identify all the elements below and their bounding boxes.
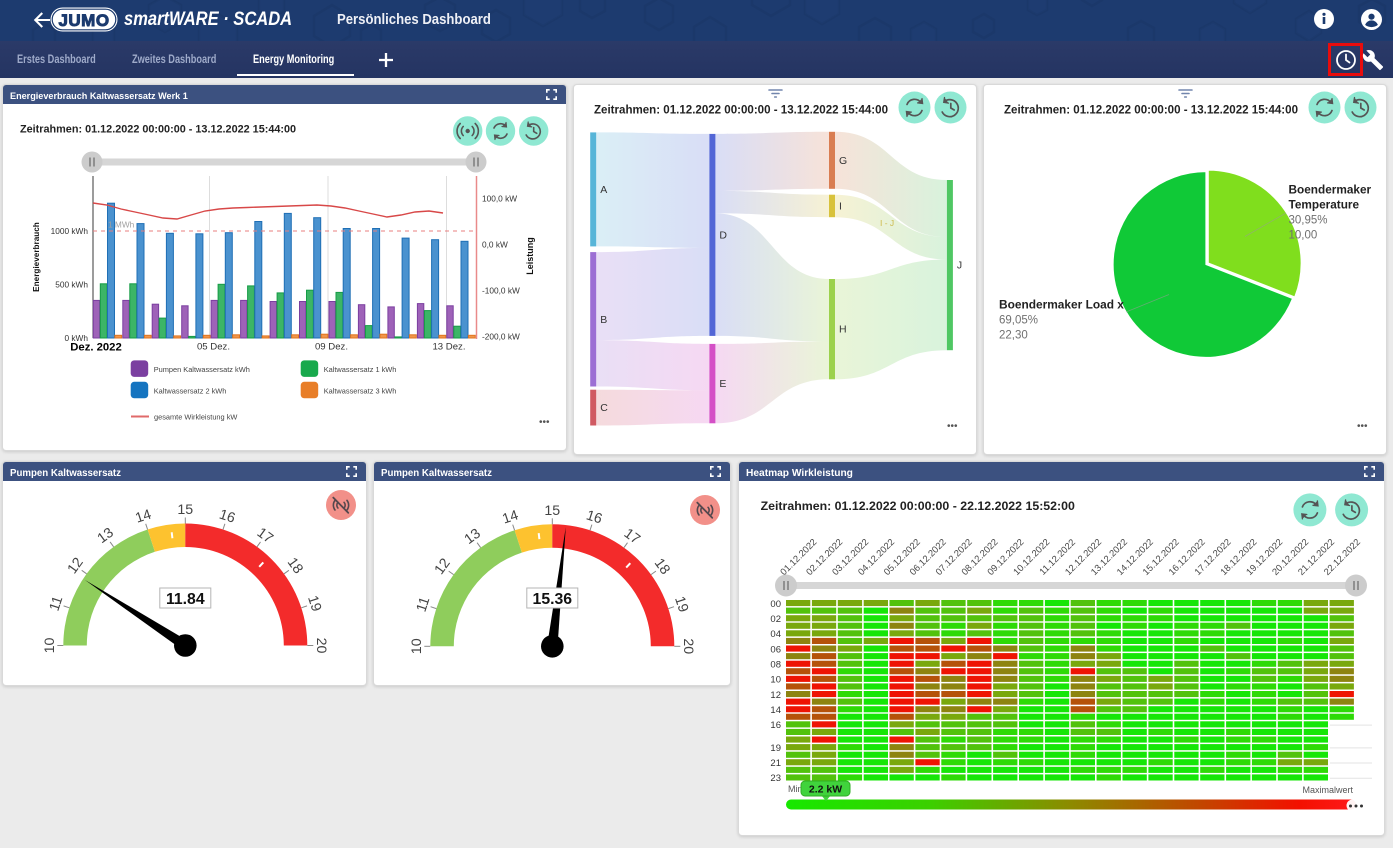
svg-text:G: G <box>839 155 847 167</box>
svg-text:•••: ••• <box>1357 421 1368 432</box>
svg-text:14: 14 <box>770 705 781 716</box>
svg-text:16: 16 <box>217 507 237 527</box>
svg-text:15: 15 <box>177 502 193 518</box>
svg-text:21: 21 <box>770 758 781 769</box>
svg-text:Kaltwassersatz 2 kWh: Kaltwassersatz 2 kWh <box>154 386 227 395</box>
svg-text:A: A <box>600 184 607 196</box>
svg-text:10: 10 <box>409 638 425 654</box>
svg-text:18: 18 <box>284 555 306 577</box>
svg-text:00: 00 <box>770 599 781 610</box>
svg-text:30,95%: 30,95% <box>1289 215 1328 227</box>
svg-text:1 MWh: 1 MWh <box>108 220 135 230</box>
svg-text:Zeitrahmen: 01.12.2022 00:00:0: Zeitrahmen: 01.12.2022 00:00:00 - 13.12.… <box>594 105 888 117</box>
svg-text:05 Dez.: 05 Dez. <box>197 342 230 353</box>
svg-text:Zeitrahmen: 01.12.2022 00:00:0: Zeitrahmen: 01.12.2022 00:00:00 - 13.12.… <box>20 124 296 136</box>
svg-text:Boendermaker Load x: Boendermaker Load x <box>999 298 1124 312</box>
svg-text:14: 14 <box>500 507 520 527</box>
svg-text:19: 19 <box>671 594 691 614</box>
svg-text:B: B <box>600 314 607 326</box>
svg-text:12: 12 <box>770 690 781 701</box>
svg-text:2.2 kW: 2.2 kW <box>809 784 842 796</box>
svg-text:06: 06 <box>770 644 781 655</box>
svg-text:H: H <box>839 324 847 336</box>
svg-text:-100,0 kW: -100,0 kW <box>482 286 520 296</box>
svg-text:19: 19 <box>304 594 324 614</box>
svg-text:JUMO: JUMO <box>58 11 109 30</box>
svg-text:16: 16 <box>770 720 781 731</box>
svg-text:Boendermaker: Boendermaker <box>1289 183 1372 197</box>
svg-text:I - J: I - J <box>880 218 894 228</box>
svg-text:20: 20 <box>313 638 329 654</box>
svg-text:Kaltwassersatz 3 kWh: Kaltwassersatz 3 kWh <box>324 386 397 395</box>
svg-text:11.84: 11.84 <box>166 591 205 608</box>
svg-text:0,0 kW: 0,0 kW <box>482 240 508 250</box>
svg-text:Zeitrahmen: 01.12.2022 00:00:0: Zeitrahmen: 01.12.2022 00:00:00 - 13.12.… <box>1004 105 1298 117</box>
svg-text:19: 19 <box>770 743 781 754</box>
svg-text:08: 08 <box>770 659 781 670</box>
svg-text:12: 12 <box>432 556 454 578</box>
svg-text:11: 11 <box>47 594 67 613</box>
svg-text:gesamte Wirkleistung kW: gesamte Wirkleistung kW <box>154 413 237 422</box>
svg-text:04: 04 <box>770 629 781 640</box>
svg-text:Pumpen Kaltwassersatz kWh: Pumpen Kaltwassersatz kWh <box>154 365 250 374</box>
svg-text:D: D <box>719 229 727 241</box>
svg-text:13: 13 <box>462 526 484 548</box>
svg-text:13: 13 <box>95 525 117 547</box>
svg-text:20: 20 <box>680 638 696 654</box>
svg-text:C: C <box>600 402 608 414</box>
svg-text:12: 12 <box>65 555 87 577</box>
svg-text:10,00: 10,00 <box>1289 230 1318 242</box>
svg-text:17: 17 <box>621 526 643 548</box>
svg-text:10: 10 <box>42 638 58 654</box>
svg-text:14: 14 <box>133 507 153 527</box>
svg-text:-200,0 kW: -200,0 kW <box>482 332 520 342</box>
svg-text:09 Dez.: 09 Dez. <box>315 342 348 353</box>
svg-text:23: 23 <box>770 773 781 784</box>
svg-text:•••: ••• <box>947 421 958 432</box>
svg-text:22,30: 22,30 <box>999 330 1028 342</box>
svg-text:13 Dez.: 13 Dez. <box>432 342 465 353</box>
svg-text:Zeitrahmen: 01.12.2022 00:00:0: Zeitrahmen: 01.12.2022 00:00:00 - 22.12.… <box>761 499 1075 513</box>
svg-text:Energieverbrauch: Energieverbrauch <box>32 222 41 292</box>
svg-text:Maximalwert: Maximalwert <box>1302 785 1353 795</box>
svg-text:100,0 kW: 100,0 kW <box>482 194 517 204</box>
svg-text:11: 11 <box>414 595 434 614</box>
svg-text:10: 10 <box>770 675 781 686</box>
svg-text:69,05%: 69,05% <box>999 315 1038 327</box>
svg-text:•••: ••• <box>539 417 550 428</box>
svg-text:17: 17 <box>254 525 276 547</box>
svg-text:02: 02 <box>770 614 781 625</box>
svg-text:1000 kWh: 1000 kWh <box>51 226 89 236</box>
svg-text:Leistung: Leistung <box>525 237 535 275</box>
svg-text:15.36: 15.36 <box>533 591 573 608</box>
svg-text:E: E <box>719 378 726 390</box>
svg-text:500 kWh: 500 kWh <box>55 280 88 290</box>
svg-text:15: 15 <box>544 503 560 519</box>
svg-text:I: I <box>839 200 842 212</box>
svg-text:J: J <box>957 260 962 272</box>
svg-text:16: 16 <box>584 507 604 527</box>
svg-text:18: 18 <box>651 556 673 578</box>
svg-text:Temperature: Temperature <box>1289 198 1360 212</box>
svg-text:0 kWh: 0 kWh <box>64 333 88 343</box>
svg-text:Kaltwassersatz 1 kWh: Kaltwassersatz 1 kWh <box>324 365 397 374</box>
svg-text:Dez. 2022: Dez. 2022 <box>70 342 122 354</box>
